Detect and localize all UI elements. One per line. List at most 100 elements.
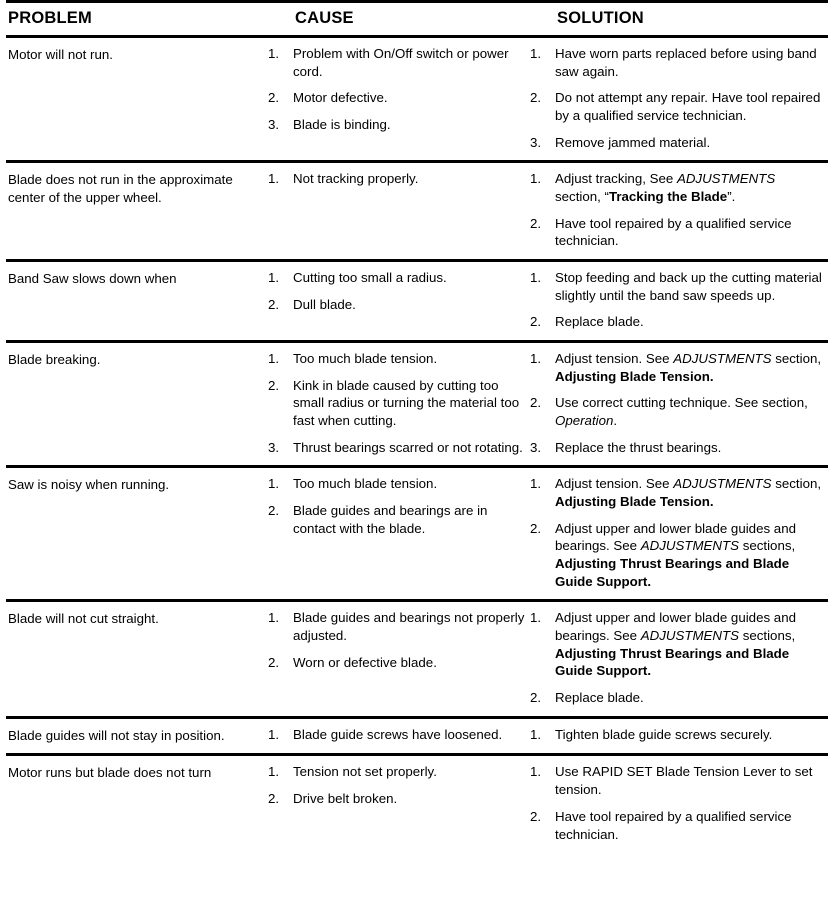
problem-text: Blade guides will not stay in position.: [8, 727, 225, 743]
list-item-number: 3.: [530, 439, 542, 455]
bold-reference: Adjusting Blade Tension.: [555, 494, 714, 510]
column-header-problem: PROBLEM: [8, 9, 92, 27]
list-item-number: 2.: [268, 654, 280, 670]
text-run: Adjust tracking, See: [555, 171, 677, 187]
text-run: ”.: [727, 189, 736, 205]
problem-text: Saw is noisy when running.: [8, 477, 170, 493]
list-item-number: 1.: [268, 270, 280, 286]
cause-list: 1. Too much blade tension. 2. Kink in blade…: [268, 350, 526, 456]
table-row: Blade does not run in the approximate ce…: [6, 161, 828, 261]
text-run: Adjust tension. See: [555, 476, 674, 492]
list-item-text: Problem with On/Off switch or power cord…: [293, 46, 509, 79]
list-item: 2. Replace blade.: [530, 689, 824, 707]
list-item-number: 1.: [530, 610, 542, 626]
list-item-text: Adjust upper and lower blade guides and …: [555, 520, 824, 591]
list-item-text: Blade guides and bearings are in contact…: [293, 503, 488, 536]
list-item-text: Thrust bearings scarred or not rotating.: [293, 439, 523, 455]
cause-list: 1. Problem with On/Off switch or power co…: [268, 45, 526, 134]
solution-list: 1. Have worn parts replaced before using …: [530, 45, 824, 151]
list-item: 1. Tension not set properly.: [268, 763, 526, 781]
list-item-text: Adjust tension. See ADJUSTMENTS section,…: [555, 350, 824, 385]
list-item-text: Replace blade.: [555, 314, 644, 330]
list-item-text: Tension not set properly.: [293, 764, 437, 780]
cause-list: 1. Too much blade tension. 2. Blade guides …: [268, 475, 526, 537]
solution-cell: 1. Have worn parts replaced before using …: [530, 37, 828, 162]
list-item-text: Tighten blade guide screws securely.: [555, 726, 773, 742]
list-item: 2. Do not attempt any repair. Have tool r…: [530, 89, 824, 124]
problem-text: Band Saw slows down when: [8, 271, 177, 287]
table-row: Band Saw slows down when 1. Cutting too sm…: [6, 260, 828, 342]
list-item: 2. Motor defective.: [268, 89, 526, 107]
list-item: 1. Blade guides and bearings not properly…: [268, 609, 526, 644]
problem-cell: Motor runs but blade does not turn: [6, 755, 268, 852]
list-item-text: Kink in blade caused by cutting too smal…: [293, 377, 520, 429]
italic-reference: ADJUSTMENTS: [676, 171, 776, 187]
bold-reference: Adjusting Thrust Bearings and Blade Guid…: [555, 645, 790, 679]
list-item-number: 1.: [530, 46, 542, 61]
problem-cell: Motor will not run.: [6, 37, 268, 162]
problem-text: Blade will not cut straight.: [8, 611, 159, 627]
problem-cell: Blade will not cut straight.: [6, 601, 268, 717]
problem-text: Blade breaking.: [8, 352, 101, 368]
cause-list: 1. Cutting too small a radius. 2. Dull blad…: [268, 269, 526, 313]
list-item-text: Too much blade tension.: [293, 476, 438, 492]
table-body: Motor will not run. 1. Problem with On/Off…: [6, 36, 828, 853]
list-item: 3. Remove jammed material.: [530, 134, 824, 152]
problem-cell: Band Saw slows down when: [6, 261, 268, 342]
list-item: 2. Have tool repaired by a qualified serv…: [530, 215, 824, 250]
list-item-number: 1.: [268, 46, 280, 61]
table-row: Blade guides will not stay in position. 1…: [6, 717, 828, 755]
list-item: 1. Not tracking properly.: [268, 170, 526, 188]
list-item-number: 1.: [530, 476, 542, 492]
solution-list: 1. Adjust upper and lower blade guides an…: [530, 609, 824, 706]
list-item: 2. Use correct cutting technique. See sec…: [530, 394, 824, 429]
problem-cell: Blade does not run in the approximate ce…: [6, 162, 268, 261]
text-run: section,: [771, 351, 822, 367]
solution-list: 1. Use RAPID SET Blade Tension Lever to s…: [530, 763, 824, 843]
text-run: .: [613, 413, 618, 429]
list-item-text: Use correct cutting technique. See secti…: [555, 394, 824, 429]
text-run: Adjust tension. See: [555, 351, 674, 367]
list-item: 1. Stop feeding and back up the cutting m…: [530, 269, 824, 304]
italic-reference: ADJUSTMENTS: [640, 538, 740, 554]
list-item-number: 2.: [268, 503, 280, 519]
solution-cell: 1. Adjust tension. See ADJUSTMENTS sectio…: [530, 467, 828, 601]
list-item-text: Have worn parts replaced before using ba…: [555, 46, 817, 79]
list-item: 1. Too much blade tension.: [268, 350, 526, 368]
list-item-text: Worn or defective blade.: [293, 654, 437, 670]
list-item-number: 1.: [268, 476, 280, 492]
solution-cell: 1. Tighten blade guide screws securely.: [530, 717, 828, 755]
italic-reference: ADJUSTMENTS: [673, 351, 772, 367]
cause-cell: 1. Problem with On/Off switch or power co…: [268, 37, 530, 162]
solution-cell: 1. Adjust tracking, See ADJUSTMENTS secti…: [530, 162, 828, 261]
list-item-number: 1.: [530, 351, 542, 367]
list-item: 2. Have tool repaired by a qualified serv…: [530, 808, 824, 843]
list-item-text: Use RAPID SET Blade Tension Lever to set…: [555, 764, 813, 798]
list-item-number: 2.: [530, 395, 542, 411]
list-item: 2. Kink in blade caused by cutting too sm…: [268, 377, 526, 430]
list-item-text: Blade guides and bearings not properly a…: [293, 610, 525, 644]
bold-reference: Tracking the Blade: [608, 189, 728, 205]
cause-list: 1. Blade guides and bearings not properly…: [268, 609, 526, 671]
list-item-number: 3.: [268, 439, 280, 455]
list-item: 1. Cutting too small a radius.: [268, 269, 526, 287]
cause-cell: 1. Too much blade tension. 2. Blade guides …: [268, 467, 530, 601]
solution-list: 1. Adjust tracking, See ADJUSTMENTS secti…: [530, 170, 824, 250]
table-row: Blade breaking. 1. Too much blade tension.…: [6, 341, 828, 467]
list-item-text: Too much blade tension.: [293, 351, 438, 367]
cause-cell: 1. Not tracking properly.: [268, 162, 530, 261]
list-item: 3. Thrust bearings scarred or not rotatin…: [268, 439, 526, 457]
list-item-number: 1.: [268, 610, 280, 626]
list-item-text: Adjust upper and lower blade guides and …: [555, 609, 824, 680]
list-item-text: Adjust tension. See ADJUSTMENTS section,…: [555, 475, 824, 510]
list-item: 1. Adjust tracking, See ADJUSTMENTS secti…: [530, 170, 824, 205]
list-item-text: Do not attempt any repair. Have tool rep…: [555, 90, 821, 124]
list-item: 1. Adjust tension. See ADJUSTMENTS sectio…: [530, 350, 824, 385]
list-item-number: 2.: [530, 314, 542, 330]
text-run: section,: [771, 476, 822, 492]
column-header-solution: SOLUTION: [557, 9, 644, 27]
problem-text: Motor will not run.: [8, 47, 113, 62]
list-item: 3. Replace the thrust bearings.: [530, 439, 824, 457]
cause-cell: 1. Tension not set properly. 2. Drive belt …: [268, 755, 530, 852]
list-item-number: 2.: [530, 690, 542, 706]
